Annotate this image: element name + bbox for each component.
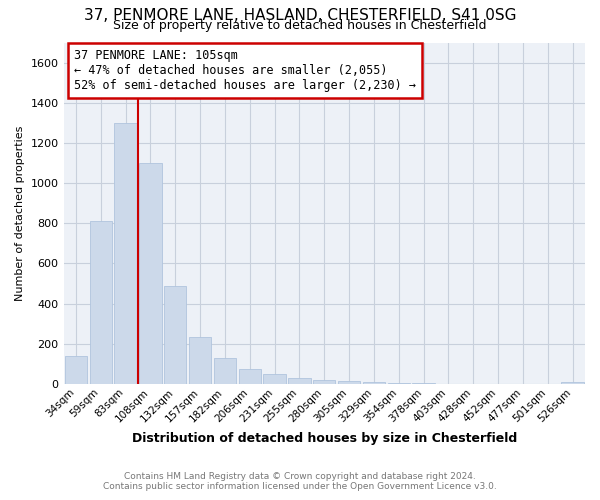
X-axis label: Distribution of detached houses by size in Chesterfield: Distribution of detached houses by size …	[131, 432, 517, 445]
Bar	[388, 383, 410, 384]
Bar	[214, 358, 236, 384]
Bar	[189, 337, 211, 384]
Bar	[164, 286, 187, 384]
Bar	[288, 378, 311, 384]
Bar	[115, 123, 137, 384]
Text: 37 PENMORE LANE: 105sqm
← 47% of detached houses are smaller (2,055)
52% of semi: 37 PENMORE LANE: 105sqm ← 47% of detache…	[74, 50, 416, 92]
Bar	[239, 369, 261, 384]
Bar	[338, 381, 360, 384]
Text: Size of property relative to detached houses in Chesterfield: Size of property relative to detached ho…	[113, 18, 487, 32]
Bar	[139, 163, 161, 384]
Text: Contains HM Land Registry data © Crown copyright and database right 2024.
Contai: Contains HM Land Registry data © Crown c…	[103, 472, 497, 491]
Bar	[89, 222, 112, 384]
Bar	[313, 380, 335, 384]
Bar	[65, 356, 87, 384]
Y-axis label: Number of detached properties: Number of detached properties	[15, 126, 25, 301]
Bar	[363, 382, 385, 384]
Bar	[562, 382, 584, 384]
Bar	[263, 374, 286, 384]
Text: 37, PENMORE LANE, HASLAND, CHESTERFIELD, S41 0SG: 37, PENMORE LANE, HASLAND, CHESTERFIELD,…	[84, 8, 516, 22]
